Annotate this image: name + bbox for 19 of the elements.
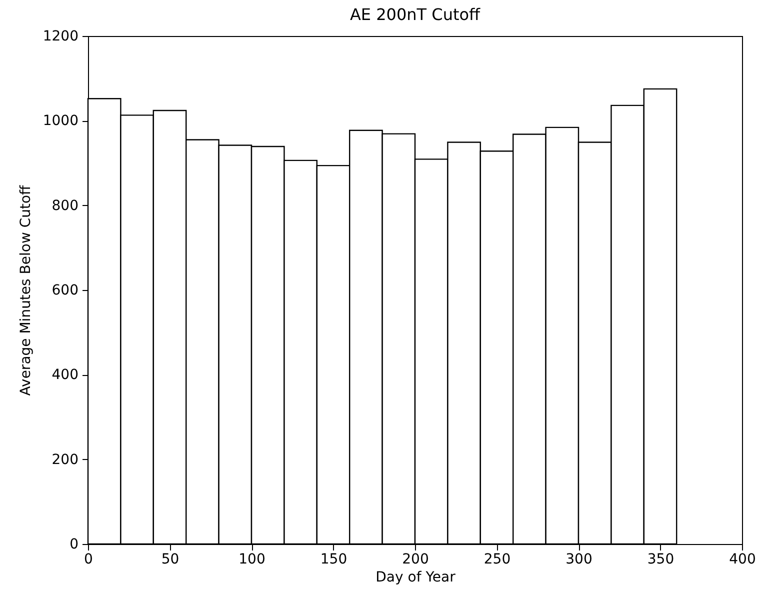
x-tick-label: 100 — [238, 552, 266, 568]
x-tick-label: 400 — [729, 552, 756, 568]
y-tick-label: 0 — [70, 536, 78, 552]
x-tick-label: 200 — [402, 552, 429, 568]
y-tick-label: 1200 — [42, 28, 78, 44]
x-axis-title: Day of Year — [376, 570, 456, 586]
y-tick-label: 800 — [52, 198, 78, 214]
y-axis-title: Average Minutes Below Cutoff — [18, 184, 34, 396]
x-tick-label: 250 — [484, 552, 511, 568]
x-tick-label: 350 — [647, 552, 674, 568]
x-tick-label: 50 — [161, 552, 180, 568]
x-tick-label: 0 — [84, 552, 93, 568]
y-tick-label: 1000 — [42, 113, 78, 130]
y-tick-label: 200 — [52, 452, 78, 468]
x-tick-label: 150 — [320, 552, 348, 568]
y-tick-label: 400 — [52, 367, 78, 384]
y-tick-label: 600 — [52, 282, 78, 298]
x-tick-label: 300 — [566, 552, 592, 568]
chart-title: AE 200nT Cutoff — [350, 5, 482, 24]
